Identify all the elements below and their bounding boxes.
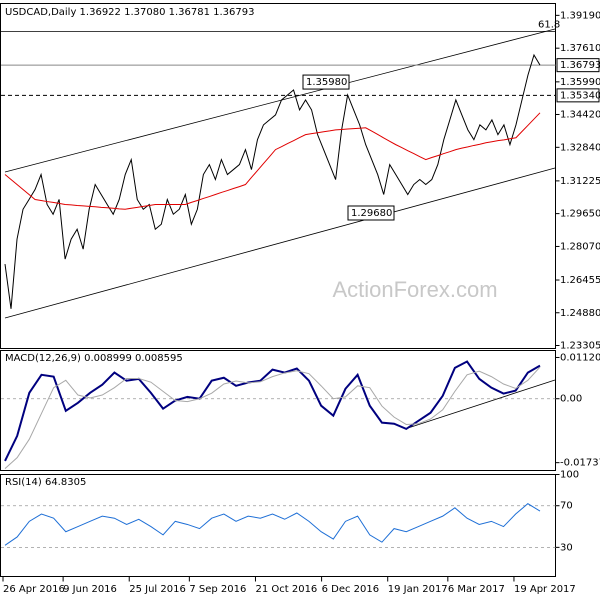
annotation-box [302, 74, 350, 90]
y-tick-label: 1.24880 [560, 308, 600, 319]
last-price-label: 1.36793 [560, 60, 600, 71]
series-line [4, 366, 541, 470]
y-tick-label: 0.011204 [560, 352, 600, 363]
y-tick-label: 1.39190 [560, 10, 600, 21]
y-tick-label: 1.35990 [560, 77, 600, 88]
x-tick-label: 7 Sep 2016 [189, 584, 246, 595]
fib-label: 61.8 [538, 19, 560, 30]
y-tick-label: 1.31225 [560, 176, 600, 187]
x-tick-label: 19 Apr 2017 [514, 584, 576, 595]
y-tick-label: 1.34420 [560, 109, 600, 120]
annotation-label: 1.29680 [351, 208, 392, 219]
series-line [4, 360, 541, 462]
macd-pane [0, 350, 556, 471]
series-line [4, 112, 541, 210]
y-tick-label: -0.017371 [560, 458, 600, 469]
x-tick-label: 19 Jan 2017 [388, 584, 448, 595]
price-pane [0, 3, 556, 349]
annotation-label: 1.35980 [306, 77, 347, 88]
rsi-pane [0, 474, 556, 577]
annotation-box [347, 205, 395, 221]
y-tick-label: 100 [560, 470, 579, 481]
x-tick-label: 25 Jul 2016 [129, 584, 186, 595]
last-price-box [556, 58, 600, 73]
y-tick-label: 30 [560, 542, 573, 553]
y-tick-label: 1.23305 [560, 340, 600, 351]
y-tick-label: 70 [560, 501, 573, 512]
price-title: USDCAD,Daily 1.36922 1.37080 1.36781 1.3… [5, 7, 255, 18]
level-box [556, 88, 600, 103]
y-tick-label: 0.00 [560, 394, 582, 405]
y-tick-label: 1.29650 [560, 209, 600, 220]
y-tick-label: 1.28070 [560, 241, 600, 252]
x-tick-label: 26 Apr 2016 [3, 584, 65, 595]
y-tick-label: 1.26455 [560, 275, 600, 286]
channel-lower [4, 167, 556, 319]
series-line [4, 503, 541, 546]
x-tick-label: 21 Oct 2016 [255, 584, 317, 595]
channel-upper [4, 28, 556, 173]
x-tick-label: 9 Jun 2016 [63, 584, 117, 595]
x-tick-label: 6 Dec 2016 [322, 584, 380, 595]
level-label: 1.35340 [560, 90, 600, 101]
rsi-title: RSI(14) 64.8305 [5, 477, 86, 488]
macd-title: MACD(12,26,9) 0.008999 0.008595 [5, 353, 183, 364]
series-line [4, 53, 541, 309]
x-tick-label: 6 Mar 2017 [448, 584, 505, 595]
y-tick-label: 1.37610 [560, 43, 600, 54]
macd-trendline [407, 379, 556, 429]
y-tick-label: 1.32840 [560, 142, 600, 153]
watermark: ActionForex.com [332, 277, 497, 302]
